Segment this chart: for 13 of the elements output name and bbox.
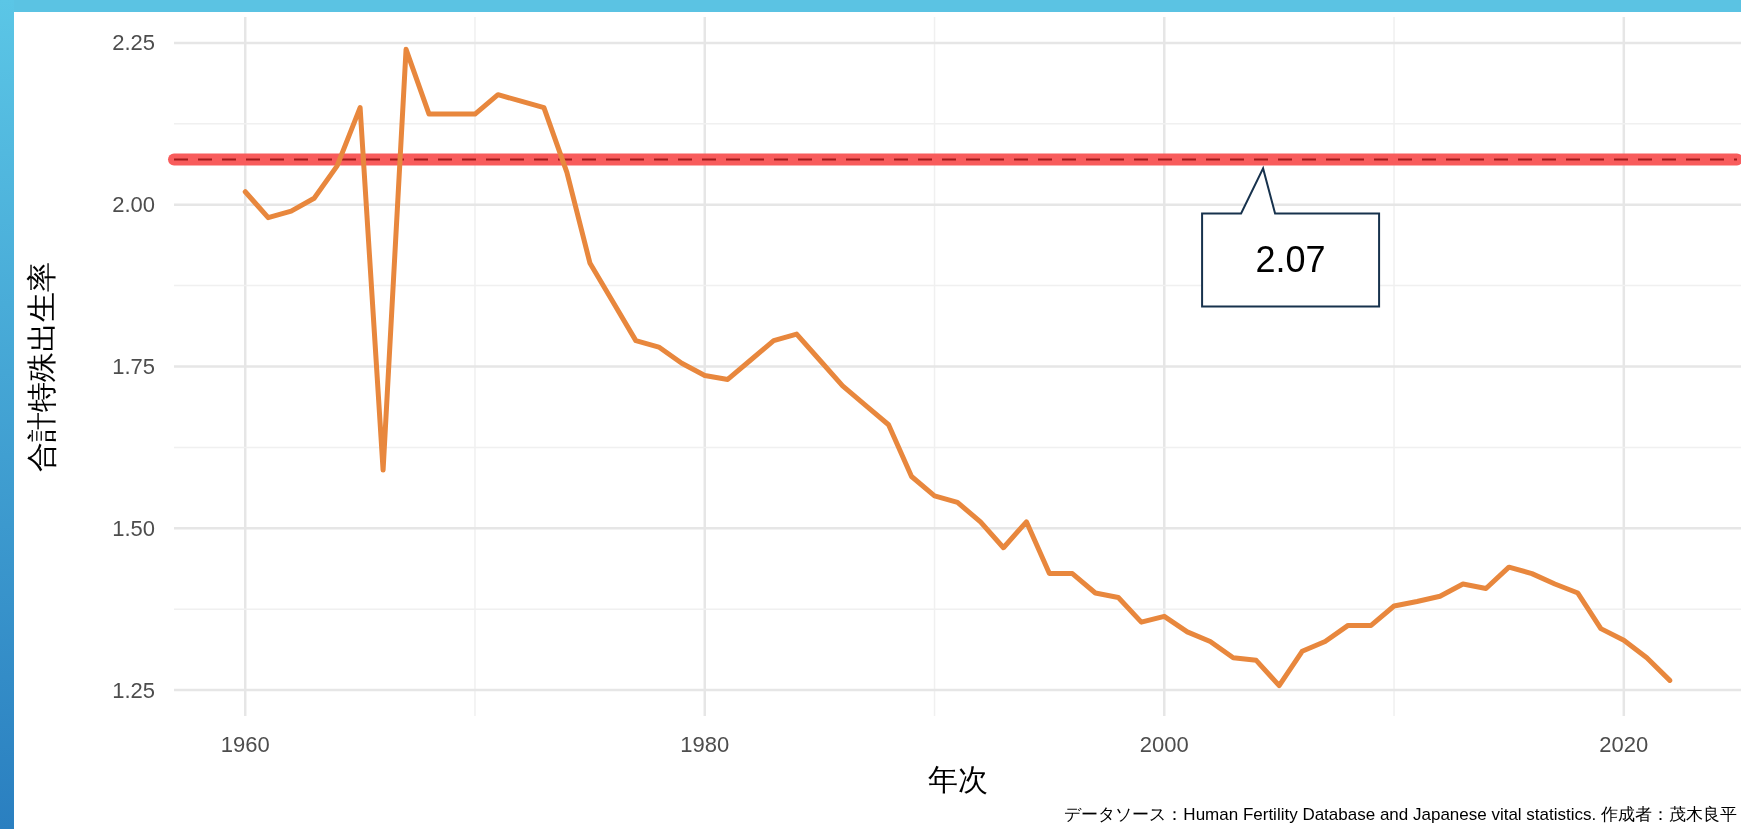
- x-axis-title: 年次: [927, 763, 988, 796]
- y-tick-label: 2.00: [112, 192, 155, 218]
- x-tick-label: 2000: [1139, 732, 1189, 757]
- y-tick-label: 2.25: [112, 30, 155, 56]
- annotation: 2.07: [1255, 239, 1326, 281]
- x-tick-label: 2020: [1599, 732, 1649, 757]
- y-axis-title: 合計特殊出生率: [25, 261, 58, 472]
- x-tick-label: 1960: [220, 732, 270, 757]
- y-tick-label: 1.25: [112, 677, 155, 703]
- x-tick-label: 1980: [680, 732, 730, 757]
- y-tick-label: 1.75: [112, 354, 155, 379]
- text: データソース：Human Fertility Database and Japanese vital statistics. 作成者：茂木良平: [1064, 805, 1737, 824]
- y-tick-label: 1.50: [112, 515, 155, 541]
